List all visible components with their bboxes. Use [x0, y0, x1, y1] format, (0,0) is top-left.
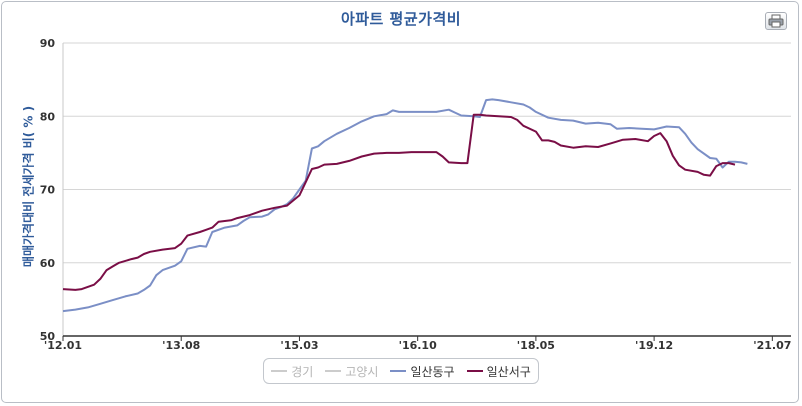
y-tick-label: 80	[40, 110, 56, 123]
y-tick-label: 60	[40, 257, 56, 270]
x-tick-label: '12.01	[44, 339, 82, 352]
x-tick-label: '21.07	[753, 339, 791, 352]
legend-swatch	[325, 370, 342, 372]
printer-icon	[768, 14, 784, 28]
y-tick-label: 90	[40, 37, 56, 50]
y-tick-label: 50	[40, 330, 56, 343]
legend-item-gyeonggi[interactable]: 경기	[271, 363, 313, 380]
print-button[interactable]	[765, 12, 787, 30]
legend-label: 고양시	[345, 364, 379, 379]
y-tick-label: 70	[40, 184, 56, 197]
legend-label: 일산동구	[410, 364, 455, 379]
series-line	[62, 113, 736, 291]
x-tick-label: '19.12	[635, 339, 673, 352]
series-line	[62, 98, 748, 313]
legend-label: 경기	[291, 364, 314, 379]
legend-item-ilsan-seo[interactable]: 일산서구	[466, 363, 531, 380]
legend-item-goyang[interactable]: 고양시	[325, 363, 378, 380]
x-tick-label: '16.10	[399, 339, 438, 352]
legend-label: 일산서구	[486, 364, 531, 379]
legend-swatch	[466, 370, 483, 372]
x-tick-label: '18.05	[517, 339, 555, 352]
legend-item-ilsan-dong[interactable]: 일산동구	[390, 363, 455, 380]
legend: 경기 고양시 일산동구 일산서구	[263, 358, 539, 384]
legend-swatch	[390, 370, 407, 372]
x-tick-label: '13.08	[162, 339, 200, 352]
chart-title: 아파트 평균가격비	[340, 10, 462, 28]
legend-swatch	[271, 370, 288, 372]
x-tick-label: '15.03	[280, 339, 318, 352]
